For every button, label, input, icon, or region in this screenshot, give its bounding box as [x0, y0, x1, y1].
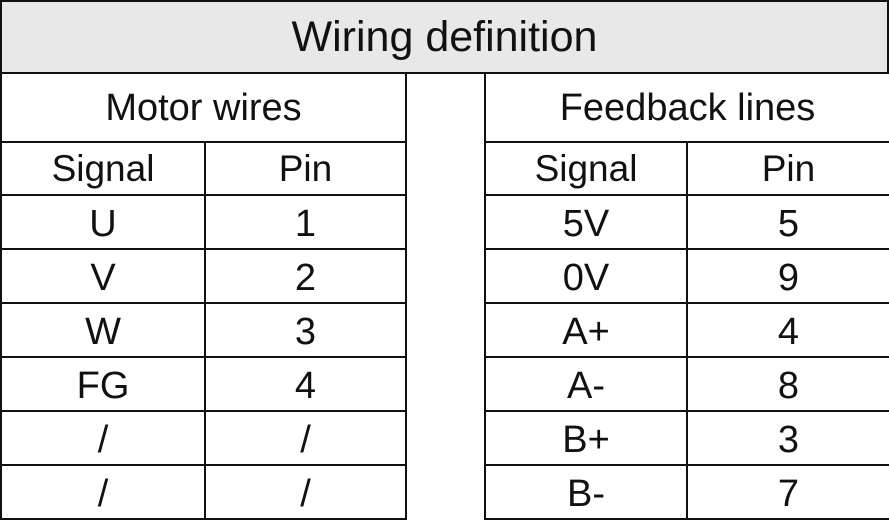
table-row: 0V 9 [484, 248, 889, 304]
pin-cell: 1 [204, 194, 407, 250]
pin-cell: 5 [686, 194, 889, 250]
pin-cell: 7 [686, 464, 889, 520]
column-header-pin: Pin [204, 141, 407, 196]
signal-cell: B- [484, 464, 688, 520]
pin-cell: 4 [686, 302, 889, 358]
table-row: A- 8 [484, 356, 889, 412]
signal-cell: B+ [484, 410, 688, 466]
table-row: B+ 3 [484, 410, 889, 466]
pin-cell: / [204, 410, 407, 466]
signal-cell: A+ [484, 302, 688, 358]
pin-cell: 9 [686, 248, 889, 304]
table-row: / / [0, 464, 407, 520]
signal-cell: / [0, 464, 206, 520]
signal-cell: W [0, 302, 206, 358]
table-row: B- 7 [484, 464, 889, 520]
signal-cell: 0V [484, 248, 688, 304]
column-header-signal: Signal [0, 141, 206, 196]
feedback-lines-heading: Feedback lines [484, 72, 889, 143]
pin-cell: 4 [204, 356, 407, 412]
table-row: FG 4 [0, 356, 407, 412]
table-row: 5V 5 [484, 194, 889, 250]
signal-cell: U [0, 194, 206, 250]
table-title: Wiring definition [0, 0, 889, 74]
feedback-lines-table: Feedback lines Signal Pin 5V 5 0V 9 A+ 4 A- 8… [484, 72, 889, 520]
table-row: A+ 4 [484, 302, 889, 358]
pin-cell: 3 [686, 410, 889, 466]
pin-cell: 2 [204, 248, 407, 304]
motor-wires-heading: Motor wires [0, 72, 407, 143]
table-row: / / [0, 410, 407, 466]
signal-cell: V [0, 248, 206, 304]
pin-cell: / [204, 464, 407, 520]
column-header-signal: Signal [484, 141, 688, 196]
signal-cell: A- [484, 356, 688, 412]
signal-cell: / [0, 410, 206, 466]
signal-cell: FG [0, 356, 206, 412]
column-header-pin: Pin [686, 141, 889, 196]
pin-cell: 3 [204, 302, 407, 358]
signal-cell: 5V [484, 194, 688, 250]
pin-cell: 8 [686, 356, 889, 412]
table-gap [405, 72, 484, 507]
